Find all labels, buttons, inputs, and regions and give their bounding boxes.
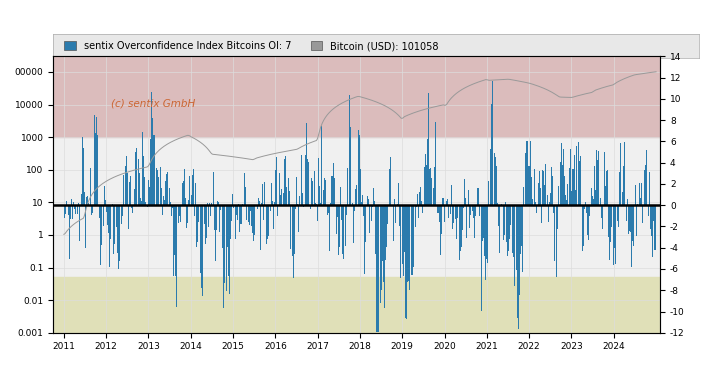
Legend: sentix Overconfidence Index Bitcoins OI: 7, Bitcoin (USD): 101058: sentix Overconfidence Index Bitcoins OI:…: [61, 38, 442, 54]
Bar: [53, 56, 660, 137]
Text: sentix Overconfidence Index - Bitcoins (in USD): sentix Overconfidence Index - Bitcoins (…: [6, 11, 398, 26]
Text: (c) sentix GmbH: (c) sentix GmbH: [111, 98, 195, 108]
Bar: [53, 277, 660, 333]
